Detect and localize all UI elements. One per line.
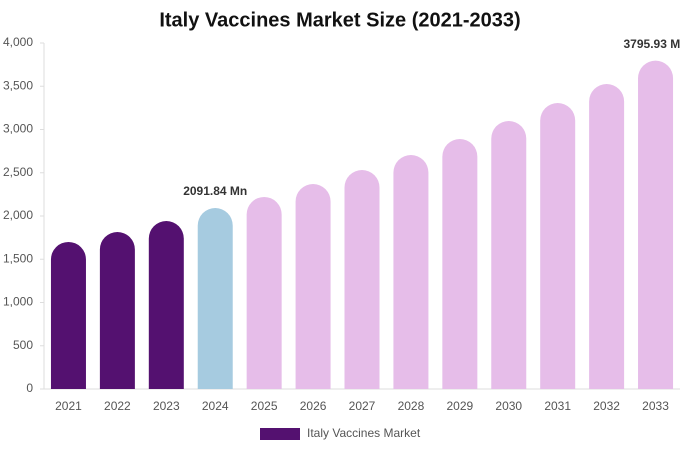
chart-title: Italy Vaccines Market Size (2021-2033) [159, 9, 520, 31]
bar [197, 208, 233, 389]
y-tick-label: 1,500 [3, 251, 33, 265]
bar [393, 155, 429, 389]
legend-swatch [260, 428, 300, 440]
x-tick-label: 2028 [398, 399, 425, 413]
data-label: 3795.93 Mn [624, 37, 680, 51]
data-label: 2091.84 Mn [183, 184, 247, 198]
legend-label: Italy Vaccines Market [307, 426, 421, 440]
bar [491, 121, 527, 389]
y-tick-label: 1,000 [3, 295, 33, 309]
y-tick-label: 2,000 [3, 208, 33, 222]
x-tick-label: 2033 [642, 399, 669, 413]
y-tick-label: 2,500 [3, 165, 33, 179]
bar [148, 221, 184, 389]
y-tick-label: 500 [13, 338, 33, 352]
bar [442, 139, 478, 389]
x-tick-label: 2024 [202, 399, 229, 413]
x-tick-label: 2031 [544, 399, 571, 413]
x-tick-label: 2029 [446, 399, 473, 413]
x-tick-label: 2032 [593, 399, 620, 413]
x-tick-label: 2022 [104, 399, 131, 413]
bar [246, 196, 282, 389]
x-tick-label: 2030 [495, 399, 522, 413]
y-tick-label: 3,500 [3, 78, 33, 92]
x-tick-label: 2023 [153, 399, 180, 413]
bar [540, 103, 576, 389]
y-tick-label: 0 [26, 381, 33, 395]
bar [50, 241, 86, 389]
y-tick-label: 3,000 [3, 122, 33, 136]
bar [295, 183, 331, 389]
bar [99, 232, 135, 389]
x-tick-label: 2025 [251, 399, 278, 413]
bar [344, 169, 380, 389]
y-tick-label: 4,000 [3, 35, 33, 49]
x-tick-label: 2026 [300, 399, 327, 413]
x-tick-label: 2021 [55, 399, 82, 413]
bar [589, 84, 625, 389]
bar [638, 60, 674, 390]
x-tick-label: 2027 [349, 399, 376, 413]
